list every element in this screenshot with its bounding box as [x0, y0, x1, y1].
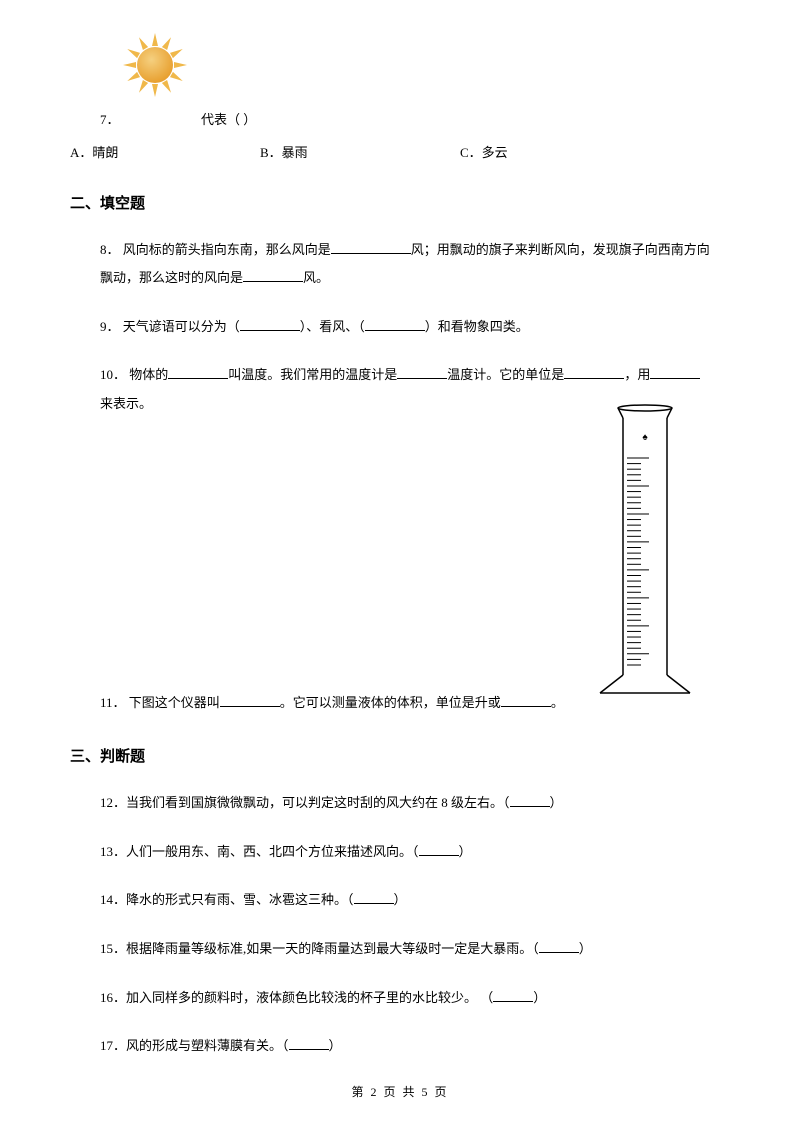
blank-field: [240, 330, 300, 331]
q10-mid2: 温度计。它的单位是: [447, 367, 564, 382]
q10-mid1: 叫温度。我们常用的温度计是: [228, 367, 397, 382]
q10-mid3: ，用: [624, 367, 650, 382]
graduated-cylinder-image: ♠: [590, 400, 700, 700]
q11-number: 11．: [100, 695, 126, 710]
q7-number: 7．: [100, 112, 120, 127]
q15-text: 根据降雨量等级标准,如果一天的降雨量达到最大等级时一定是大暴雨。（: [126, 941, 539, 956]
q8-number: 8．: [100, 242, 120, 257]
q17-text: 风的形成与塑料薄膜有关。（: [126, 1038, 289, 1053]
q16-text: 加入同样多的颜料时，液体颜色比较浅的杯子里的水比较少。 （: [126, 990, 493, 1005]
blank-field: [493, 1001, 533, 1002]
q7-option-b: B．暴雨: [260, 143, 460, 164]
question-15: 15．根据降雨量等级标准,如果一天的降雨量达到最大等级时一定是大暴雨。（ ）: [70, 935, 730, 964]
question-14: 14．降水的形式只有雨、雪、冰雹这三种。（ ）: [70, 886, 730, 915]
blank-field: [220, 706, 280, 707]
section2-heading: 二、填空题: [70, 192, 730, 216]
blank-field: [168, 378, 228, 379]
question-17: 17．风的形成与塑料薄膜有关。（ ）: [70, 1032, 730, 1061]
blank-field: [354, 903, 394, 904]
q13-post: ）: [459, 844, 472, 859]
blank-field: [564, 378, 624, 379]
blank-field: [539, 952, 579, 953]
q9-number: 9．: [100, 319, 120, 334]
q16-number: 16．: [100, 990, 126, 1005]
question-8: 8． 风向标的箭头指向东南，那么风向是 风；用飘动的旗子来判断风向，发现旗子向西南…: [70, 236, 730, 293]
q14-post: ）: [394, 892, 407, 907]
q10-line2: 来表示。: [100, 396, 152, 411]
blank-field: [501, 706, 551, 707]
q10-pre: 物体的: [129, 367, 168, 382]
q8-line2-pre: 飘动，那么这时的风向是: [100, 270, 243, 285]
q7-option-c: C．多云: [460, 143, 508, 164]
q17-number: 17．: [100, 1038, 126, 1053]
q7-text: 代表（ ）: [201, 112, 256, 127]
q12-number: 12．: [100, 795, 126, 810]
blank-field: [397, 378, 447, 379]
blank-field: [289, 1049, 329, 1050]
question-16: 16．加入同样多的颜料时，液体颜色比较浅的杯子里的水比较少。 （ ）: [70, 984, 730, 1013]
blank-field: [243, 281, 303, 282]
q15-post: ）: [579, 941, 592, 956]
blank-field: [650, 378, 700, 379]
q7-option-a: A．晴朗: [70, 143, 260, 164]
q17-post: ）: [329, 1038, 342, 1053]
q9-post: ）和看物象四类。: [425, 319, 529, 334]
q13-text: 人们一般用东、南、西、北四个方位来描述风向。（: [126, 844, 419, 859]
svg-text:♠: ♠: [642, 432, 648, 443]
blank-field: [510, 806, 550, 807]
blank-field: [331, 253, 411, 254]
q11-post: 。: [551, 695, 564, 710]
q11-pre: 下图这个仪器叫: [129, 695, 220, 710]
question-12: 12．当我们看到国旗微微飘动，可以判定这时刮的风大约在 8 级左右。（ ）: [70, 789, 730, 818]
sun-icon: [120, 30, 190, 100]
q8-line2-post: 风。: [303, 270, 329, 285]
q9-mid1: ）、看风、（: [300, 319, 365, 334]
q15-number: 15．: [100, 941, 126, 956]
section3-heading: 三、判断题: [70, 745, 730, 769]
q8-mid: 风；用飘动的旗子来判断风向，发现旗子向西南方向: [411, 242, 710, 257]
question-9: 9． 天气谚语可以分为（ ）、看风、（ ）和看物象四类。: [70, 313, 730, 342]
q13-number: 13．: [100, 844, 126, 859]
q12-text: 当我们看到国旗微微飘动，可以判定这时刮的风大约在 8 级左右。（: [126, 795, 510, 810]
q14-number: 14．: [100, 892, 126, 907]
q10-number: 10．: [100, 367, 126, 382]
q16-post: ）: [533, 990, 546, 1005]
blank-field: [365, 330, 425, 331]
q8-pre: 风向标的箭头指向东南，那么风向是: [123, 242, 331, 257]
page-footer: 第 2 页 共 5 页: [0, 1083, 800, 1102]
question-13: 13．人们一般用东、南、西、北四个方位来描述风向。（ ）: [70, 838, 730, 867]
q12-post: ）: [550, 795, 563, 810]
q11-mid: 。它可以测量液体的体积，单位是升或: [280, 695, 501, 710]
blank-field: [419, 855, 459, 856]
q14-text: 降水的形式只有雨、雪、冰雹这三种。（: [126, 892, 354, 907]
q9-pre: 天气谚语可以分为（: [123, 319, 240, 334]
